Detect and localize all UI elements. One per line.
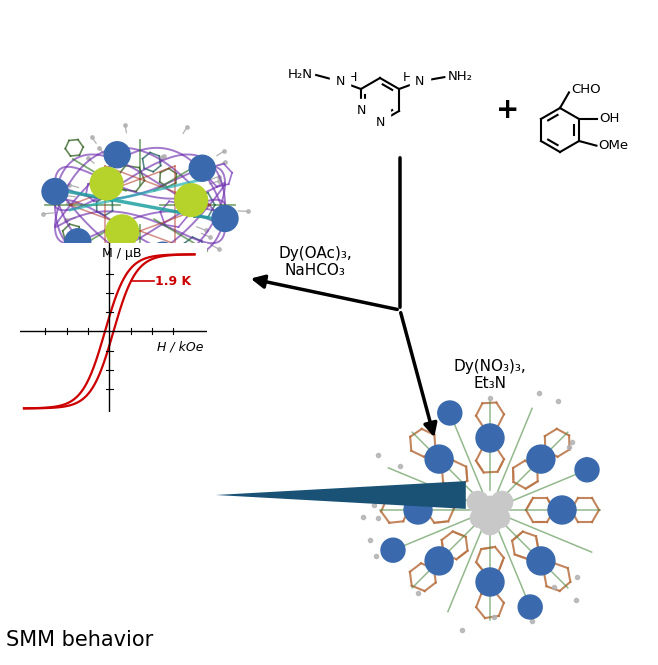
Text: Dy(OAc)₃,
NaHCO₃: Dy(OAc)₃, NaHCO₃ — [278, 246, 352, 278]
Circle shape — [212, 205, 238, 231]
Circle shape — [479, 513, 501, 535]
Circle shape — [438, 401, 462, 425]
Text: NH₂: NH₂ — [447, 70, 472, 82]
Circle shape — [476, 424, 504, 452]
Circle shape — [91, 168, 122, 200]
Text: N: N — [415, 75, 424, 88]
Circle shape — [64, 229, 91, 255]
Text: H: H — [348, 70, 357, 84]
Circle shape — [190, 155, 215, 182]
Circle shape — [548, 496, 576, 524]
Circle shape — [486, 496, 504, 514]
Text: H / kOe: H / kOe — [157, 340, 203, 354]
Circle shape — [425, 445, 453, 473]
Circle shape — [575, 458, 599, 482]
Circle shape — [527, 547, 555, 575]
Circle shape — [519, 595, 542, 619]
Circle shape — [381, 538, 405, 562]
Text: 1.9 K: 1.9 K — [155, 275, 191, 288]
Text: OMe: OMe — [598, 139, 628, 152]
Circle shape — [476, 496, 494, 514]
Text: M / μB: M / μB — [103, 247, 142, 259]
Circle shape — [470, 508, 490, 528]
Text: +: + — [496, 96, 520, 124]
Circle shape — [467, 491, 489, 513]
Circle shape — [425, 547, 453, 575]
Circle shape — [150, 242, 176, 268]
Circle shape — [175, 184, 207, 216]
Circle shape — [491, 491, 513, 513]
Circle shape — [490, 508, 510, 528]
Circle shape — [106, 215, 138, 247]
Circle shape — [476, 568, 504, 596]
Text: OH: OH — [599, 112, 619, 126]
Text: Dy(NO₃)₃,
Et₃N: Dy(NO₃)₃, Et₃N — [453, 359, 526, 391]
Text: N: N — [336, 75, 345, 88]
Text: H₂N: H₂N — [288, 68, 313, 80]
Circle shape — [527, 445, 555, 473]
Text: H: H — [403, 70, 412, 84]
Text: N: N — [375, 116, 385, 128]
Text: CHO: CHO — [571, 83, 601, 96]
Text: N: N — [356, 104, 366, 118]
Circle shape — [404, 496, 432, 524]
Text: SMM behavior: SMM behavior — [7, 630, 153, 650]
Circle shape — [104, 142, 130, 168]
Circle shape — [476, 496, 504, 524]
Circle shape — [42, 178, 68, 205]
